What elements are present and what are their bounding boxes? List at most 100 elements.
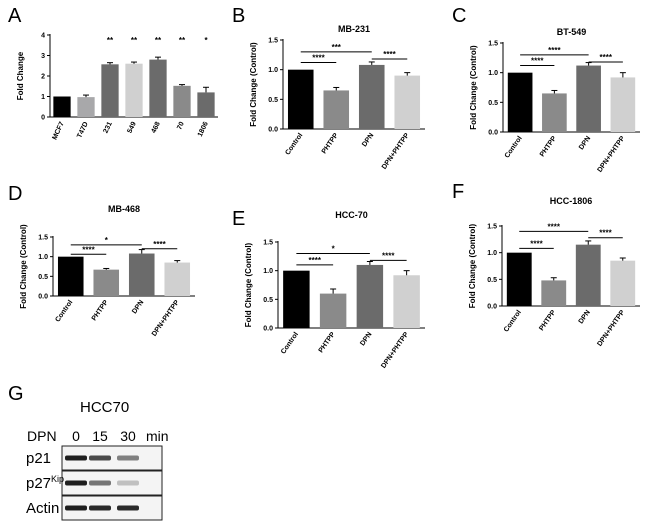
panel-e-comparison-label: * xyxy=(332,244,336,253)
panel-c-bar xyxy=(576,65,601,132)
panel-a-significance-marker: ** xyxy=(155,36,162,45)
panel-b-bar xyxy=(358,64,385,129)
panel-a-bar xyxy=(53,96,71,117)
panel-e-y-tick-label: 0.5 xyxy=(263,297,273,304)
panel-e-y-tick-label: 0.0 xyxy=(263,326,273,333)
panel-a-y-tick-label: 4 xyxy=(41,33,45,40)
panel-c-y-tick-label: 1.0 xyxy=(488,70,498,77)
panel-d-y-tick-label: 1.5 xyxy=(38,235,48,242)
panel-b-comparison-label: *** xyxy=(332,43,342,52)
panel-a-bar xyxy=(77,97,95,117)
panel-c-category-label: Control xyxy=(504,135,524,159)
panel-f-comparison-label: **** xyxy=(530,239,543,248)
panel-f-letter: F xyxy=(452,181,464,203)
panel-d-comparison-label: * xyxy=(105,236,109,245)
panel-b-category-label: Control xyxy=(284,132,304,156)
blot-band xyxy=(117,505,139,511)
panel-e-bar xyxy=(283,270,310,328)
panel-c-comparison-label: **** xyxy=(600,53,613,62)
panel-b-y-tick-label: 1.5 xyxy=(268,38,278,45)
blot-unit-label: min xyxy=(146,428,169,444)
panel-a-category-label: T47D xyxy=(76,121,90,139)
panel-c-bar xyxy=(610,77,636,132)
panel-a-significance-marker: ** xyxy=(131,36,138,45)
panel-c-y-tick-label: 0.0 xyxy=(488,130,498,137)
blot-band xyxy=(89,480,111,486)
panel-a-bar xyxy=(101,64,119,117)
panel-a-y-tick-label: 1 xyxy=(41,94,45,101)
panel-b-letter: B xyxy=(232,5,245,27)
panel-f-y-label: Fold Change (Control) xyxy=(468,223,477,308)
panel-d-category-label: Control xyxy=(54,299,74,323)
panel-f-y-tick-label: 1.5 xyxy=(487,224,497,231)
panel-d-bar xyxy=(57,256,84,296)
panel-e-category-label: DPN+PHTPP xyxy=(380,331,410,370)
panel-d-y-label: Fold Change (Control) xyxy=(19,224,28,309)
panel-a-y-tick-label: 2 xyxy=(41,74,45,81)
panel-f-comparison-label: **** xyxy=(599,229,612,238)
panel-e-y-label: Fold Change (Control) xyxy=(244,242,253,327)
blot-row-label-p27: p27Kip xyxy=(26,474,64,492)
panel-f-bar xyxy=(506,252,532,306)
panel-f-category-label: DPN xyxy=(578,309,592,325)
blot-band xyxy=(89,455,111,461)
panel-c-letter: C xyxy=(452,5,466,27)
panel-e-y-tick-label: 1.0 xyxy=(263,268,273,275)
panel-c-category-label: DPN+PHTPP xyxy=(597,135,627,174)
panel-f-bar xyxy=(610,260,636,306)
panel-e-bar xyxy=(319,293,347,328)
panel-b-y-tick-label: 0.5 xyxy=(268,97,278,104)
panel-a-category-label: 231 xyxy=(103,121,114,135)
panel-a-significance-marker: ** xyxy=(179,36,186,45)
panel-c-category-label: DPN xyxy=(578,135,592,151)
panel-a-category-label: 468 xyxy=(151,121,162,135)
panel-e-category-label: PHTPP xyxy=(318,331,337,354)
panel-a-category-label: 549 xyxy=(127,121,138,135)
panel-b-category-label: DPN+PHTPP xyxy=(381,132,411,171)
panel-f-y-tick-label: 0.5 xyxy=(487,277,497,284)
blot-band xyxy=(65,455,87,461)
panel-d-category-label: DPN+PHTPP xyxy=(151,299,181,338)
panel-d-comparison-label: **** xyxy=(82,245,95,254)
blot-timepoint-label: 15 xyxy=(92,428,108,444)
panel-c-y-tick-label: 1.5 xyxy=(488,41,498,48)
panel-a-significance-marker: ** xyxy=(107,36,114,45)
panel-f-y-tick-label: 0.0 xyxy=(487,304,497,311)
panel-a-y-label: Fold Change xyxy=(16,51,25,100)
panel-b-y-label: Fold Change (Control) xyxy=(249,42,258,127)
panel-g-letter: G xyxy=(8,383,24,405)
panel-d-title: MB-468 xyxy=(108,204,140,214)
panel-e-y-tick-label: 1.5 xyxy=(263,240,273,247)
panel-a-category-label: 1806 xyxy=(197,121,210,138)
panel-f-bar xyxy=(541,280,567,306)
panel-f-bar xyxy=(575,244,601,306)
blot-band xyxy=(65,505,87,511)
panel-c-bar xyxy=(542,93,567,132)
panel-d-y-tick-label: 0.5 xyxy=(38,274,48,281)
panel-d-bar xyxy=(164,262,191,296)
blot-band xyxy=(89,505,111,511)
panel-c-y-tick-label: 0.5 xyxy=(488,100,498,107)
panel-d-bar xyxy=(93,269,120,296)
panel-a-significance-marker: * xyxy=(204,36,208,45)
panel-f-comparison-label: **** xyxy=(548,222,561,231)
panel-e-comparison-label: **** xyxy=(382,251,395,260)
blot-band xyxy=(117,480,139,486)
panel-d-category-label: PHTPP xyxy=(91,299,110,322)
panel-e-comparison-label: **** xyxy=(309,256,322,265)
blot-row-label-superscript: Kip xyxy=(51,474,64,484)
panel-e-title: HCC-70 xyxy=(335,210,368,220)
blot-row-label-p21: p21 xyxy=(26,450,51,467)
blot-row-label-text: p27 xyxy=(26,475,51,492)
panel-b-bar xyxy=(287,69,314,129)
panel-b-comparison-label: **** xyxy=(312,54,325,63)
panel-b-y-tick-label: 0.0 xyxy=(268,127,278,134)
panel-e-category-label: Control xyxy=(280,331,300,355)
panel-b-title: MB-231 xyxy=(338,24,370,34)
panel-c-comparison-label: **** xyxy=(531,57,544,66)
panel-f-category-label: PHTPP xyxy=(538,309,557,332)
panel-a-category-label: MCF7 xyxy=(51,121,65,141)
blot-row-label-text: Actin xyxy=(26,500,59,517)
panel-a-category-label: 70 xyxy=(176,121,186,131)
blot-treatment-label: DPN xyxy=(27,428,57,444)
